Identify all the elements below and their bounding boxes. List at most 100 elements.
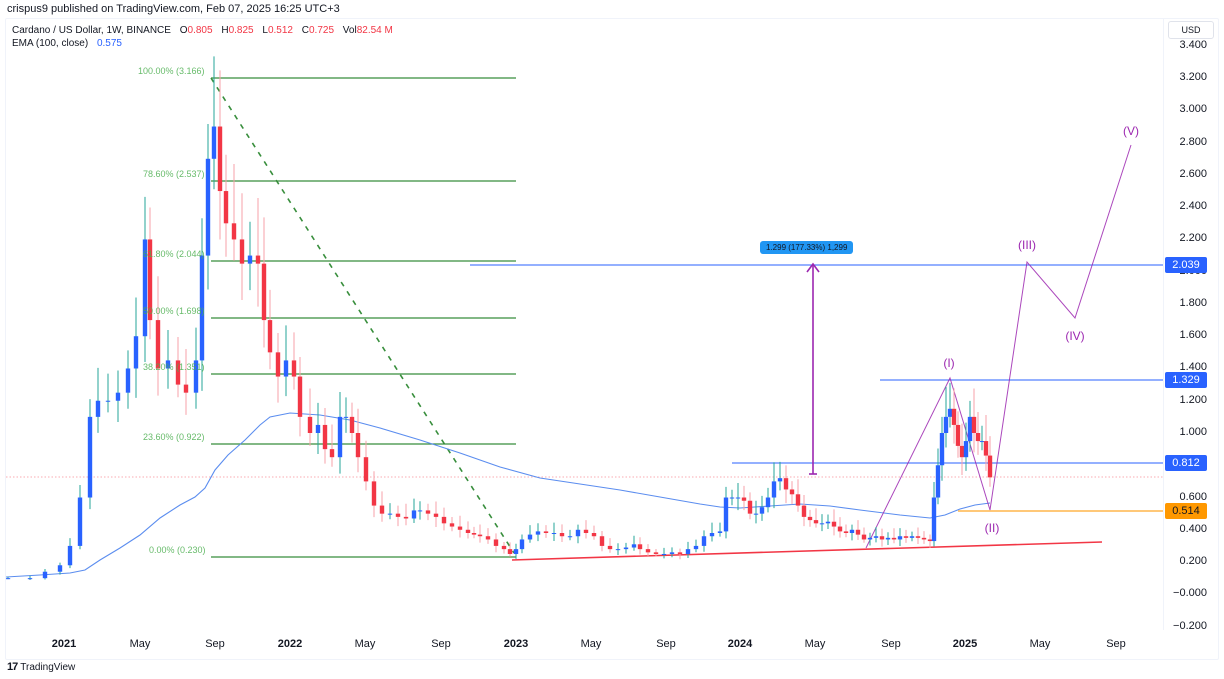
candle	[27, 578, 33, 580]
candle	[583, 529, 589, 534]
time-label: 2021	[51, 638, 77, 650]
candle	[685, 549, 691, 554]
candle	[322, 424, 328, 450]
price-tick: 3.200	[1179, 71, 1207, 84]
symbol-line: Cardano / US Dollar, 1W, BINANCE O0.805 …	[12, 24, 393, 37]
open-label: O	[179, 25, 188, 36]
currency-button[interactable]: USD	[1168, 21, 1214, 39]
candle	[873, 536, 879, 538]
candle	[371, 481, 377, 506]
close-value: 0.725	[308, 25, 335, 36]
price-tag-0514: 0.514	[1165, 503, 1207, 519]
candle	[355, 433, 361, 458]
candle	[291, 360, 297, 377]
candle	[231, 223, 237, 240]
candle	[813, 520, 819, 524]
candle	[379, 505, 385, 514]
fib-label-618: 61.80% (2.044)	[143, 249, 205, 259]
candle	[849, 529, 855, 534]
time-label: May	[1029, 638, 1051, 650]
candle	[315, 424, 321, 433]
candle	[527, 534, 533, 540]
candle	[631, 544, 637, 548]
candle	[729, 497, 735, 499]
candle	[87, 416, 93, 498]
candle	[575, 529, 581, 537]
candle	[441, 516, 447, 524]
ema-label[interactable]: EMA (100, close)	[12, 38, 89, 49]
candle	[155, 320, 161, 369]
candle	[175, 360, 181, 385]
candle	[403, 516, 409, 519]
candle	[519, 539, 525, 550]
price-scale[interactable]	[1163, 18, 1218, 630]
price-tick: 1.600	[1179, 329, 1207, 342]
time-label: 2024	[727, 638, 753, 650]
tradingview-brand[interactable]: 17 TradingView	[7, 661, 75, 673]
candle	[183, 384, 189, 393]
candle	[975, 433, 981, 442]
candle	[669, 552, 675, 554]
candle	[471, 533, 477, 535]
fib-retracement	[211, 77, 516, 558]
candle	[891, 537, 897, 540]
price-tag-0812: 0.812	[1165, 455, 1207, 471]
time-label: May	[354, 638, 376, 650]
candle	[411, 510, 417, 519]
candle	[267, 320, 273, 353]
candle	[349, 416, 355, 433]
candle	[142, 239, 148, 337]
price-tag-1329: 1.329	[1165, 372, 1207, 388]
time-label: Sep	[431, 638, 451, 650]
time-label: Sep	[881, 638, 901, 650]
candle	[6, 578, 11, 580]
candle	[723, 497, 729, 532]
time-label: Sep	[656, 638, 676, 650]
symbol-title[interactable]: Cardano / US Dollar, 1W, BINANCE	[12, 25, 171, 36]
price-tick: 1.400	[1179, 361, 1207, 374]
measure-label[interactable]: 1.299 (177.33%) 1,299	[760, 241, 854, 254]
candle	[939, 433, 945, 466]
candle	[807, 516, 813, 521]
time-label: May	[580, 638, 602, 650]
candle	[959, 445, 965, 458]
price-tick: 2.400	[1179, 200, 1207, 213]
candle	[955, 424, 961, 446]
close-label: C	[301, 25, 309, 36]
price-tick: 2.600	[1179, 167, 1207, 180]
fib-label-0: 0.00% (0.230)	[149, 545, 206, 555]
candle	[275, 352, 281, 377]
candle	[133, 336, 139, 369]
candle	[777, 478, 783, 482]
ema-100-line	[6, 412, 991, 578]
candle	[125, 368, 131, 393]
chart-legend: Cardano / US Dollar, 1W, BINANCE O0.805 …	[12, 24, 393, 50]
candle	[193, 360, 199, 393]
candle	[909, 536, 915, 538]
low-value: 0.512	[267, 25, 293, 36]
candle	[493, 539, 499, 546]
candle	[67, 545, 73, 566]
candle	[507, 549, 513, 554]
candle	[449, 523, 455, 527]
candle	[591, 533, 597, 537]
candle	[105, 400, 111, 402]
high-value: 0.825	[228, 25, 254, 36]
candle	[653, 552, 659, 554]
candle	[825, 521, 831, 524]
candle	[971, 416, 977, 433]
price-tick: 2.200	[1179, 232, 1207, 245]
candle	[457, 526, 463, 530]
wave-label-2: (II)	[984, 521, 1000, 535]
candle	[433, 513, 439, 517]
candle	[915, 536, 921, 538]
price-tick: −0.200	[1173, 619, 1207, 632]
candle	[759, 507, 765, 514]
volume-value: 82.54 M	[356, 25, 393, 36]
candle	[165, 360, 171, 369]
candle	[831, 521, 837, 527]
time-axis[interactable]: 2021 May Sep 2022 May Sep 2023 May Sep 2024 May Sep…	[5, 630, 1163, 656]
open-value: 0.805	[187, 25, 213, 36]
fib-trend-line	[210, 77, 515, 554]
